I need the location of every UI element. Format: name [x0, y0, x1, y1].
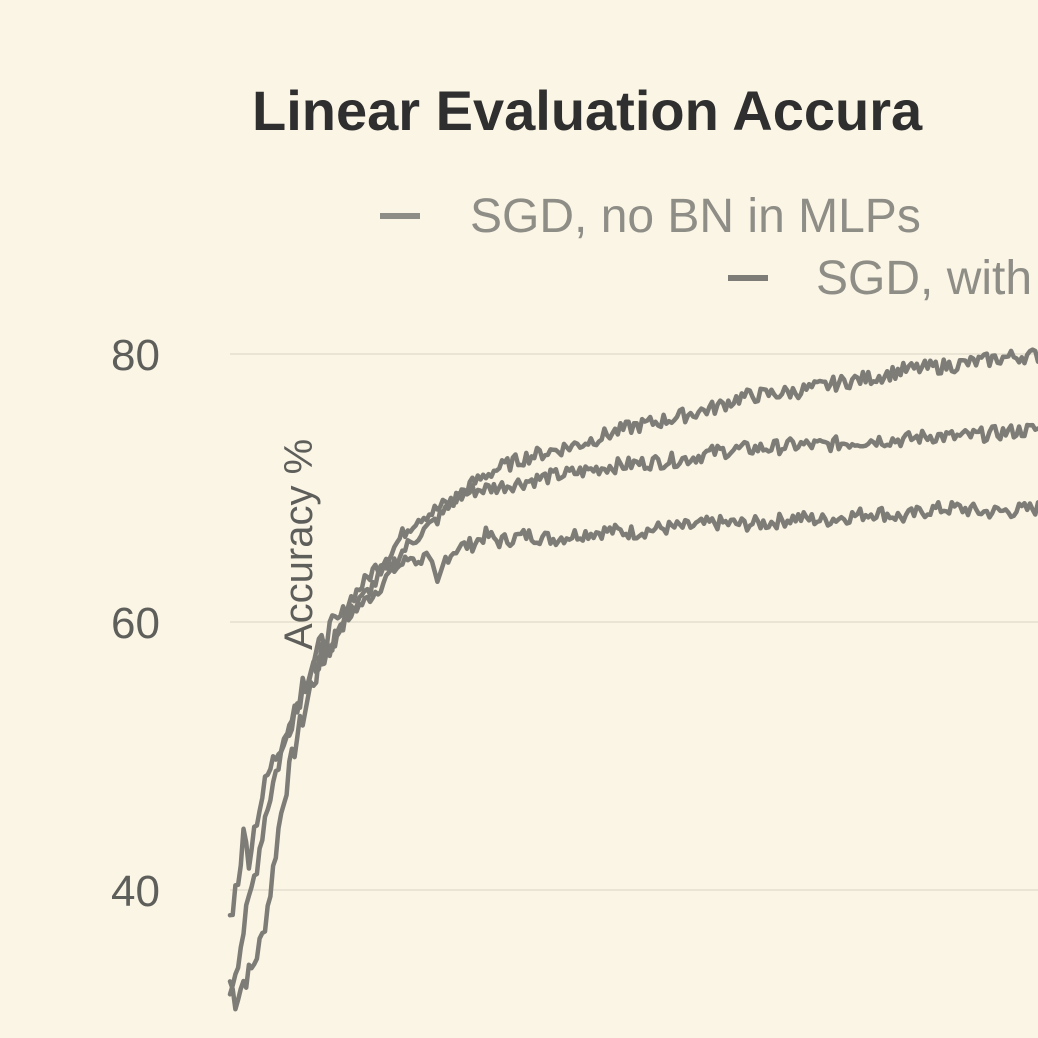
y-tick-label-60: 60: [111, 599, 160, 648]
series-line-2: [227, 422, 1038, 997]
series-line-1: [227, 499, 1038, 1012]
y-axis-label: Accuracy %: [277, 439, 321, 650]
y-axis-ticks: 40 60 80: [111, 331, 160, 916]
legend-label-series-1: SGD, no BN in MLPs: [470, 190, 921, 243]
gridlines: [230, 353, 1038, 891]
legend-label-series-2: SGD, with BN in MLPs: [816, 252, 1038, 305]
series-line-3: [227, 347, 1038, 918]
chart-title: Linear Evaluation Accura: [252, 79, 923, 142]
series-group: [227, 347, 1038, 1012]
legend: SGD, no BN in MLPs SGD, with BN in MLPs: [380, 190, 1038, 305]
y-tick-label-80: 80: [111, 331, 160, 380]
y-tick-label-40: 40: [111, 867, 160, 916]
